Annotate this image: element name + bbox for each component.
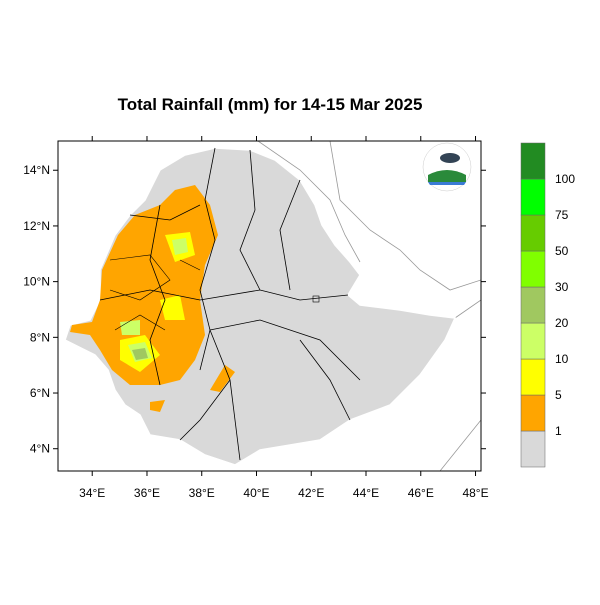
colorbar-label: 10 (555, 352, 569, 366)
x-tick-label: 34°E (79, 486, 105, 500)
colorbar-box (520, 394, 546, 432)
y-tick-label: 10°N (23, 275, 50, 289)
x-tick-label: 36°E (134, 486, 160, 500)
coastline (329, 141, 481, 291)
colorbar-label: 5 (555, 388, 562, 402)
y-tick-label: 12°N (23, 219, 50, 233)
x-tick-label: 42°E (298, 486, 324, 500)
colorbar-box (520, 214, 546, 252)
colorbar-label: 50 (555, 244, 569, 258)
neighbor-border (257, 141, 361, 263)
colorbar-box (520, 178, 546, 216)
city-border (312, 295, 320, 303)
zone-border (109, 254, 201, 331)
rain-area (120, 238, 188, 362)
coastline (439, 299, 481, 471)
colorbar-box (520, 322, 546, 360)
map-area (64, 141, 481, 471)
x-tick-label: 44°E (353, 486, 379, 500)
colorbar-box (520, 250, 546, 288)
x-tick-label: 48°E (462, 486, 488, 500)
y-tick-label: 4°N (30, 442, 50, 456)
colorbar-box (520, 286, 546, 324)
colorbar-label: 1 (555, 424, 562, 438)
map-frame (57, 140, 482, 472)
x-tick-label: 46°E (408, 486, 434, 500)
colorbar-label: 20 (555, 316, 569, 330)
colorbar-label: 100 (555, 172, 575, 186)
region-border (99, 147, 361, 461)
x-tick-label: 38°E (189, 486, 215, 500)
map-title: Total Rainfall (mm) for 14-15 Mar 2025 (118, 95, 423, 114)
y-tick-label: 14°N (23, 163, 50, 177)
logo (422, 142, 472, 192)
colorbar-box (520, 142, 546, 180)
colorbar-box (520, 358, 546, 396)
rain-area (120, 232, 195, 372)
y-tick-label: 6°N (30, 386, 50, 400)
colorbar-box (520, 430, 546, 468)
x-tick-label: 40°E (243, 486, 269, 500)
y-tick-label: 8°N (30, 330, 50, 344)
rain-area (132, 348, 148, 360)
colorbar-label: 75 (555, 208, 569, 222)
colorbar-label: 30 (555, 280, 569, 294)
rain-area (150, 365, 235, 412)
